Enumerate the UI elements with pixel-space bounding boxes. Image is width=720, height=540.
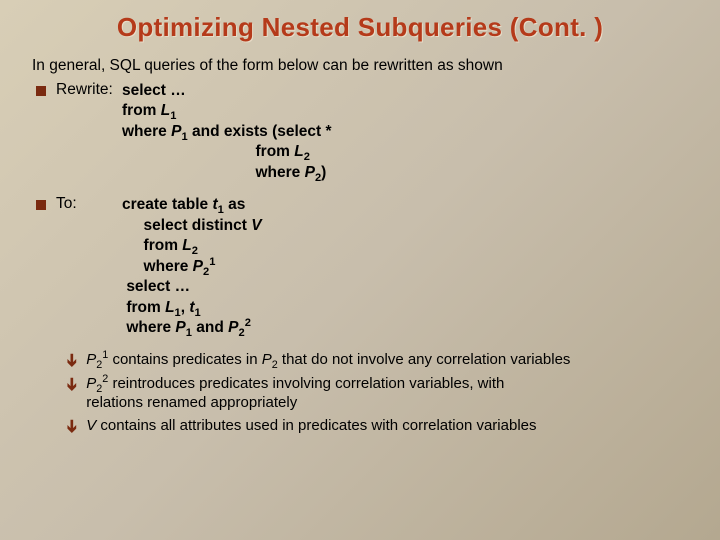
arrow-down-icon: ➔ [61,354,81,368]
slide: Optimizing Nested Subqueries (Cont. ) In… [0,0,720,436]
square-bullet-icon [36,86,46,96]
to-item: To: create table t1 as select distinct V… [28,195,692,338]
rewrite-code: select … from L1 where P1 and exists (se… [122,81,332,183]
note-3: ➔ V contains all attributes used in pred… [64,416,692,436]
note-3-text: V contains all attributes used in predic… [86,416,536,436]
slide-title: Optimizing Nested Subqueries (Cont. ) [28,12,692,43]
rewrite-label: Rewrite: [56,81,122,99]
note-2: ➔ P22 reintroduces predicates involving … [64,374,692,413]
note-2-text: P22 reintroduces predicates involving co… [86,374,504,413]
intro-text: In general, SQL queries of the form belo… [32,57,692,75]
rewrite-item: Rewrite: select … from L1 where P1 and e… [28,81,692,183]
to-code: create table t1 as select distinct V fro… [122,195,262,338]
note-1-text: P21 contains predicates in P2 that do no… [86,350,570,370]
square-bullet-icon [36,200,46,210]
to-label: To: [56,195,122,213]
note-1: ➔ P21 contains predicates in P2 that do … [64,350,692,370]
arrow-down-icon: ➔ [61,419,81,433]
notes: ➔ P21 contains predicates in P2 that do … [64,350,692,436]
arrow-down-icon: ➔ [61,377,81,391]
